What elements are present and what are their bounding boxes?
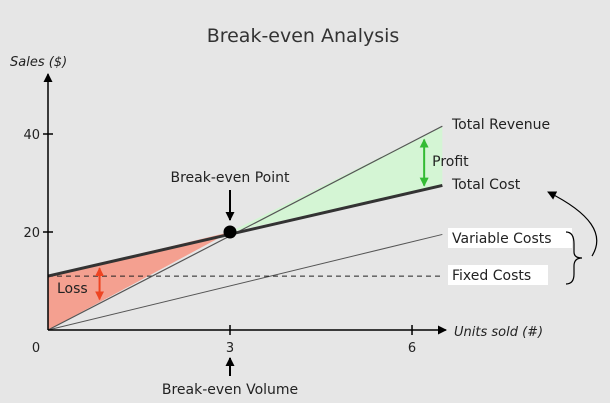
loss-region xyxy=(48,232,231,330)
total-revenue-line xyxy=(47,125,443,331)
variable-costs-line xyxy=(47,233,443,331)
x-tick-label: 6 xyxy=(408,341,416,356)
curved-arrow-to-total-cost xyxy=(547,191,598,257)
y-tick-label: 20 xyxy=(23,226,40,241)
variable-costs-label-bg xyxy=(448,228,572,248)
y-tick-label: 40 xyxy=(23,128,40,143)
x-axis-title: Units sold (#) xyxy=(454,325,543,340)
profit-label: Profit xyxy=(432,154,469,170)
break-even-point-label: Break-even Point xyxy=(171,170,291,186)
profit-region xyxy=(230,126,443,232)
loss-label: Loss xyxy=(57,281,88,297)
break-even-point-marker xyxy=(223,225,237,239)
x-tick-label: 3 xyxy=(226,341,234,356)
origin-tick-label: 0 xyxy=(32,341,40,356)
total-cost-label: Total Cost xyxy=(451,177,521,193)
chart-title: Break-even Analysis xyxy=(207,25,400,47)
axis-ticks: 3 6 20 40 xyxy=(23,128,416,356)
y-axis-title: Sales ($) xyxy=(10,55,67,70)
total-cost-line xyxy=(47,183,443,278)
costs-brace xyxy=(565,231,583,285)
break-even-volume-label: Break-even Volume xyxy=(162,382,298,398)
fixed-costs-label: Fixed Costs xyxy=(452,268,531,284)
fixed-costs-label-bg xyxy=(448,265,548,285)
total-revenue-label: Total Revenue xyxy=(451,117,550,133)
variable-costs-label: Variable Costs xyxy=(452,231,552,247)
